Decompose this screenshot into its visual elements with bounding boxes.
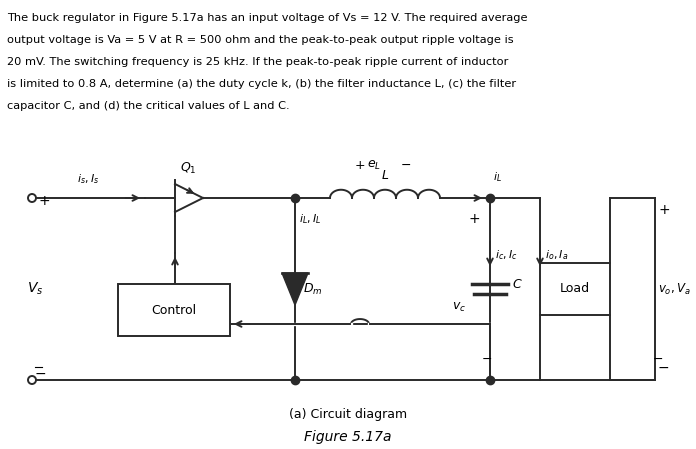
Bar — [540, 263, 610, 315]
Circle shape — [28, 194, 36, 202]
Text: 20 mV. The switching frequency is 25 kHz. If the peak-to-peak ripple current of : 20 mV. The switching frequency is 25 kHz… — [7, 57, 508, 67]
Circle shape — [28, 376, 36, 384]
Bar — [118, 284, 230, 336]
Text: The buck regulator in Figure 5.17a has an input voltage of Vs = 12 V. The requir: The buck regulator in Figure 5.17a has a… — [7, 13, 528, 23]
Text: $i_c, I_c$: $i_c, I_c$ — [495, 248, 518, 262]
Text: $v_c$: $v_c$ — [452, 300, 466, 313]
Text: $Q_1$: $Q_1$ — [180, 161, 196, 176]
Text: Load: Load — [560, 282, 590, 295]
Text: $D_m$: $D_m$ — [303, 282, 322, 296]
Text: $i_L$: $i_L$ — [493, 170, 502, 184]
Text: −: − — [658, 361, 670, 375]
Text: $e_L$: $e_L$ — [367, 159, 381, 172]
Text: $V_s$: $V_s$ — [27, 281, 43, 297]
Text: output voltage is Va = 5 V at R = 500 ohm and the peak-to-peak output ripple vol: output voltage is Va = 5 V at R = 500 oh… — [7, 35, 514, 45]
Text: −: − — [401, 159, 411, 172]
Text: −: − — [35, 367, 47, 381]
Text: is limited to 0.8 A, determine (a) the duty cycle k, (b) the filter inductance L: is limited to 0.8 A, determine (a) the d… — [7, 79, 516, 89]
Text: +: + — [658, 203, 670, 217]
Text: capacitor C, and (d) the critical values of L and C.: capacitor C, and (d) the critical values… — [7, 101, 290, 111]
Text: $i_L, I_L$: $i_L, I_L$ — [299, 212, 322, 226]
Polygon shape — [282, 273, 308, 305]
Text: $L$: $L$ — [381, 169, 389, 182]
Text: (a) Circuit diagram: (a) Circuit diagram — [289, 408, 407, 421]
Text: −: − — [653, 353, 663, 366]
Text: Figure 5.17a: Figure 5.17a — [304, 430, 392, 444]
Text: $C$: $C$ — [512, 278, 523, 291]
Text: +: + — [468, 212, 480, 226]
Text: $i_o, I_a$: $i_o, I_a$ — [545, 248, 569, 262]
Text: +: + — [39, 194, 51, 208]
Text: Control: Control — [152, 304, 196, 317]
Text: $i_s, I_s$: $i_s, I_s$ — [77, 172, 100, 186]
Text: $v_o, V_a$: $v_o, V_a$ — [658, 282, 691, 296]
Text: +: + — [355, 159, 365, 172]
Text: −: − — [482, 353, 493, 366]
